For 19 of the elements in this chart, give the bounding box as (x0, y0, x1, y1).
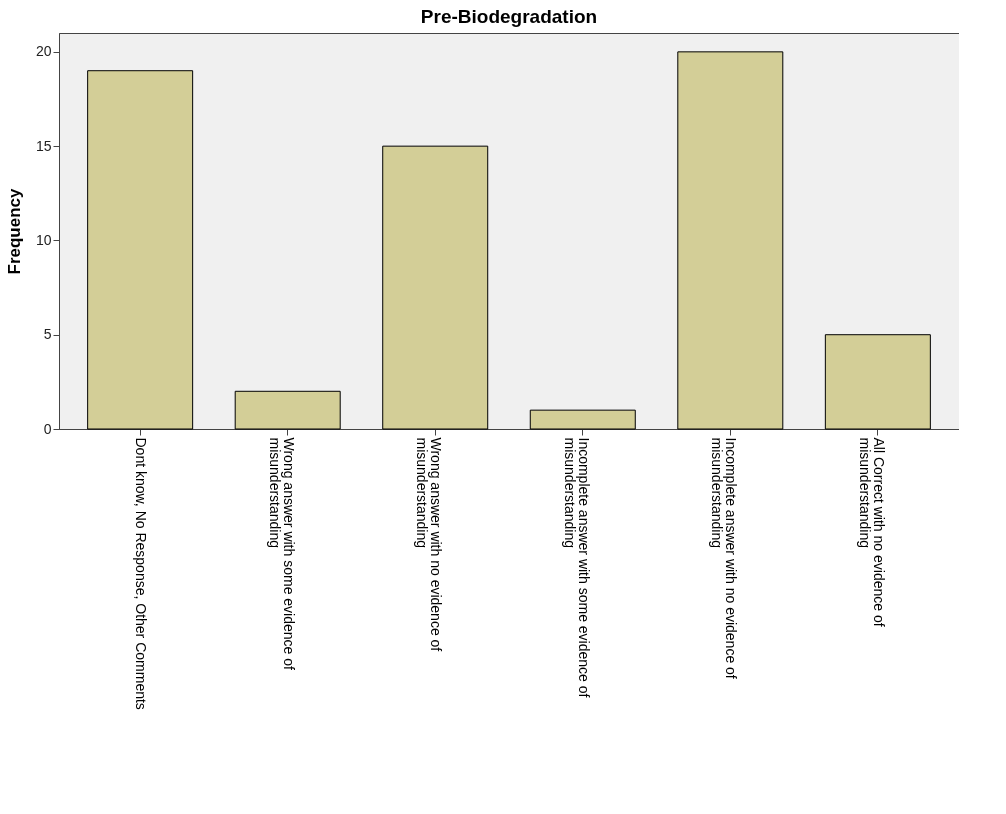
bar (824, 334, 931, 430)
y-axis-title: Frequency (4, 187, 24, 275)
x-tick-label: All Correct with no evidence of misunderstanding (856, 437, 887, 627)
x-tick-label: Wrong answer with some evidence of misunderstanding (266, 437, 297, 671)
bar (529, 409, 636, 430)
x-tick-label: Dont know, No Response, Other Comments (133, 437, 150, 710)
x-tick-label: Wrong answer with no evidence of misunderstanding (414, 437, 445, 652)
bar (382, 145, 489, 430)
y-tick-label: 10 (35, 231, 52, 248)
bar (234, 390, 341, 430)
y-tick-label: 0 (43, 420, 52, 437)
y-tick-label: 15 (35, 137, 52, 154)
chart-title: Pre-Biodegradation (420, 6, 598, 27)
bar (87, 70, 194, 430)
y-tick-label: 20 (35, 43, 52, 60)
bar (677, 51, 784, 430)
x-tick-label: Incomplete answer with some evidence of misunderstanding (561, 437, 592, 698)
x-tick-label: Incomplete answer with no evidence of misunderstanding (709, 437, 740, 679)
y-tick-label: 5 (43, 326, 52, 343)
